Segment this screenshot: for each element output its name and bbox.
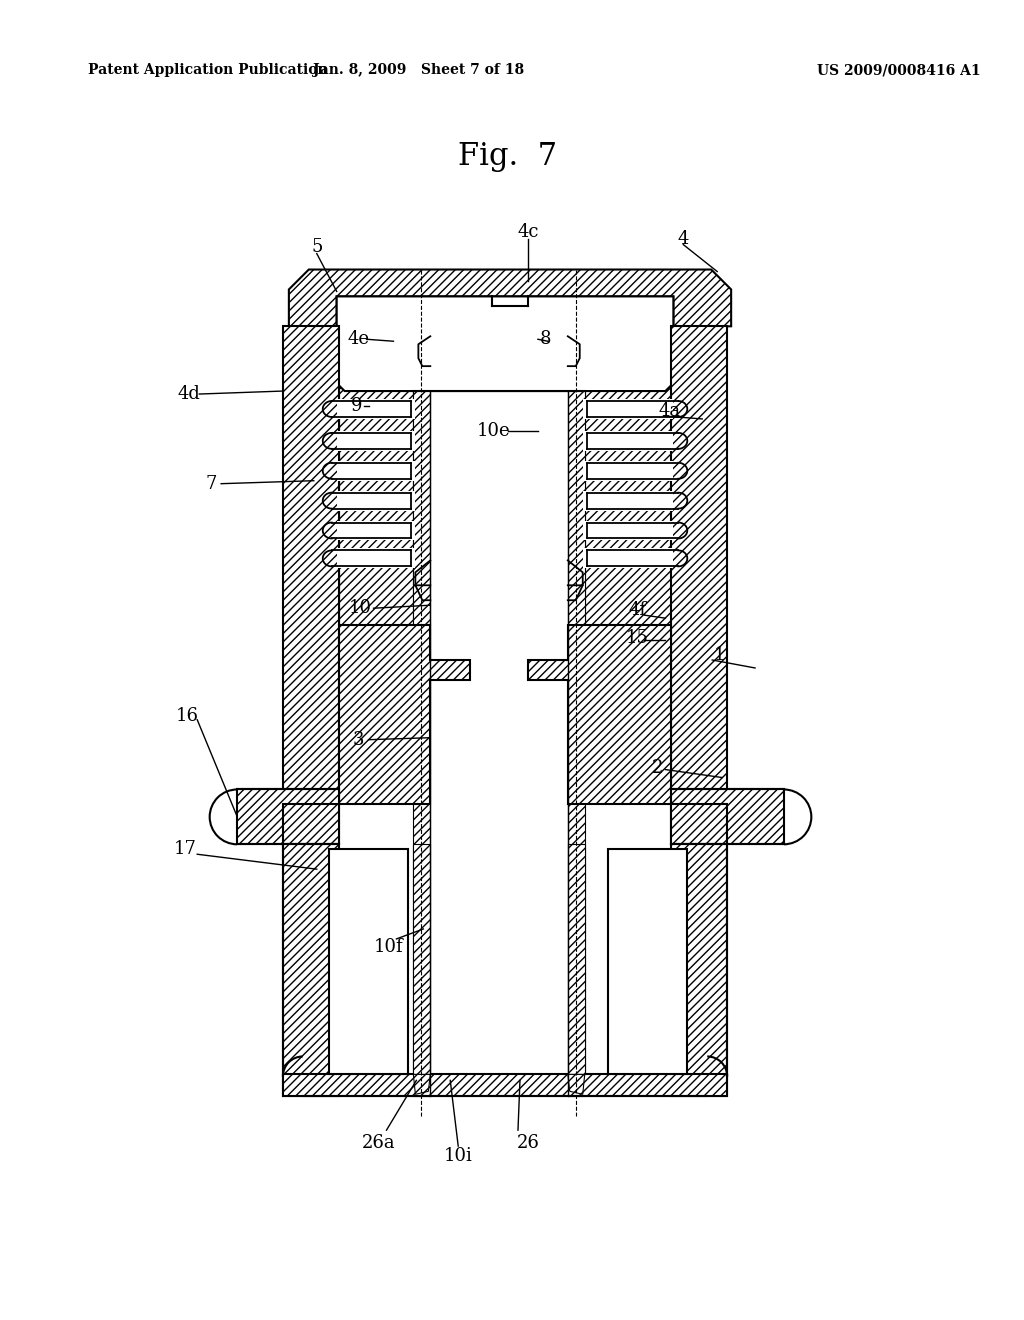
Text: 15: 15 [626,630,649,647]
Bar [583,461,674,480]
Text: 2: 2 [651,759,664,776]
Text: Patent Application Publication: Patent Application Publication [88,63,328,78]
Bar [583,430,674,451]
Polygon shape [337,297,674,391]
Text: 16: 16 [176,706,199,725]
Bar [337,491,416,511]
Bar [337,430,416,451]
Polygon shape [585,388,672,626]
Text: 4e: 4e [347,330,370,348]
Text: 4d: 4d [178,385,201,403]
Polygon shape [339,626,470,804]
Bar [583,491,674,511]
Bar [283,845,339,1097]
Bar [583,399,674,418]
Text: 17: 17 [174,841,197,858]
Text: 10: 10 [349,599,372,618]
Polygon shape [414,1074,430,1094]
Text: 26a: 26a [361,1134,395,1152]
Polygon shape [289,269,731,351]
Polygon shape [672,789,784,845]
Bar [337,399,416,418]
Text: 5: 5 [311,238,323,256]
Bar [567,845,585,1074]
Text: 10e: 10e [476,422,510,440]
Text: 8: 8 [540,330,552,348]
Text: 4a: 4a [658,403,680,420]
Text: 4f: 4f [629,601,646,619]
Text: 10i: 10i [443,1147,473,1166]
Text: 26: 26 [516,1134,540,1152]
Text: 1: 1 [714,645,725,664]
Bar [583,520,674,540]
Polygon shape [567,1074,585,1094]
Text: US 2009/0008416 A1: US 2009/0008416 A1 [817,63,980,78]
Polygon shape [528,626,672,804]
Bar [567,391,585,1097]
Text: Fig.  7: Fig. 7 [459,141,558,173]
Bar [414,845,430,1074]
Text: 3: 3 [353,731,365,748]
Bar [672,804,727,845]
Bar [329,849,409,1074]
Bar [283,1074,727,1097]
Bar [337,548,416,569]
Bar [414,391,430,1097]
Bar [337,520,416,540]
Text: 4: 4 [678,230,689,248]
Polygon shape [339,388,414,626]
Text: 7: 7 [206,475,217,492]
Bar [607,849,687,1074]
Bar [337,461,416,480]
Text: Jan. 8, 2009   Sheet 7 of 18: Jan. 8, 2009 Sheet 7 of 18 [312,63,524,78]
Bar [583,548,674,569]
Polygon shape [238,789,339,845]
Text: 10f: 10f [374,939,403,956]
Text: 4c: 4c [517,223,539,240]
Bar [672,845,727,1097]
Bar [283,326,339,804]
Bar [672,326,727,804]
Text: 9: 9 [351,397,362,414]
Bar [283,804,339,845]
